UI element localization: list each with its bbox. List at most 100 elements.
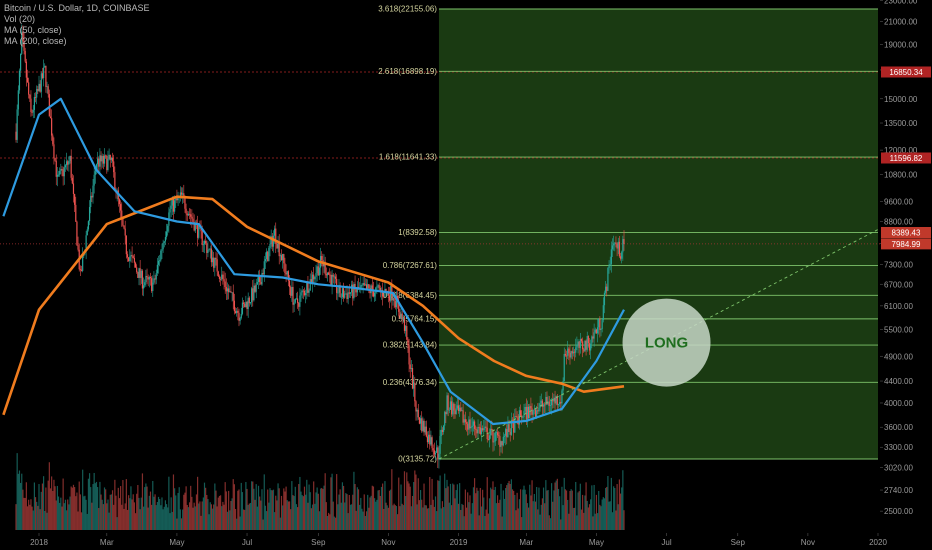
candle-body (354, 283, 356, 290)
fibonacci-extension: 3.618(22155.06) 2.618(16898.19) 1.618(1164… (0, 5, 880, 464)
candle-body (547, 401, 549, 405)
volume-bar (115, 495, 117, 530)
candle-body (21, 31, 23, 54)
volume-bar (142, 506, 145, 530)
candle-body (310, 279, 312, 284)
candle-body (302, 290, 304, 292)
volume-bar (387, 507, 389, 530)
volume-bar (534, 501, 537, 530)
volume-bar (378, 490, 380, 530)
candle-body (564, 353, 566, 356)
volume-bar (557, 488, 560, 530)
volume-bar (395, 506, 398, 530)
volume-bar (180, 518, 183, 530)
candle-body (403, 317, 406, 331)
volume-bar (48, 462, 50, 530)
candle-body (382, 290, 384, 297)
volume-bar (419, 490, 422, 530)
candle-body (44, 65, 46, 68)
volume-bar (517, 508, 519, 530)
volume-bar (613, 486, 615, 530)
candle-body (105, 155, 107, 157)
volume-bar (462, 504, 464, 530)
candle-body (268, 247, 270, 262)
candle-body (142, 285, 145, 289)
volume-bar (170, 497, 172, 530)
candle-body (590, 343, 592, 351)
volume-bar (161, 497, 163, 530)
candle-body (282, 254, 284, 261)
candle-body (161, 249, 163, 251)
volume-bar (464, 489, 466, 530)
volume-bar (421, 499, 423, 530)
volume-bar (165, 504, 168, 530)
volume-bar (418, 500, 421, 530)
volume-bar (136, 493, 138, 530)
volume-bar (356, 487, 358, 530)
candle-body (379, 288, 381, 292)
candle-body (560, 401, 562, 404)
volume-bar (360, 497, 362, 530)
candle-body (453, 403, 455, 411)
candle-body (565, 355, 568, 357)
volume-bar (571, 490, 573, 530)
volume-bar (385, 502, 387, 530)
candle-body (211, 257, 214, 263)
volume-bar (84, 495, 86, 530)
candle-body (93, 174, 95, 186)
candle-body (502, 436, 504, 446)
candle-body (162, 242, 164, 250)
candle-body (29, 94, 31, 99)
candle-body (616, 243, 618, 249)
volume-bar (76, 492, 78, 530)
candle-body (38, 83, 40, 91)
candle-body (91, 195, 93, 198)
volume-bar (337, 504, 339, 530)
volume-bar (240, 482, 242, 530)
volume-bar (195, 494, 198, 530)
volume-bar (87, 478, 90, 530)
volume-bar (607, 476, 609, 530)
candle-body (194, 222, 196, 231)
candle-body (519, 410, 522, 416)
candle-body (511, 419, 514, 421)
volume-bar (321, 487, 323, 530)
candle-body (18, 70, 21, 91)
candle-body (340, 296, 342, 298)
volume-bar (324, 473, 326, 530)
volume-bar (505, 488, 507, 530)
candle-body (260, 281, 262, 285)
volume-bar (223, 504, 225, 530)
candle-body (255, 284, 257, 292)
volume-bar (348, 494, 350, 530)
candle-body (77, 245, 79, 250)
fib-level-label-0: 3.618(22155.06) (378, 5, 437, 14)
candle-body (570, 351, 572, 358)
candle-body (147, 277, 149, 280)
candle-body (192, 218, 194, 222)
volume-bar (302, 496, 304, 530)
candle-body (578, 341, 580, 348)
volume-bar (351, 504, 353, 530)
candle-body (299, 295, 301, 307)
candle-body (188, 213, 191, 215)
volume-bar (233, 484, 235, 530)
candle-body (338, 285, 340, 293)
candle-body (40, 73, 42, 92)
volume-bar (193, 502, 195, 530)
candle-body (476, 429, 478, 434)
volume-bar (531, 480, 533, 530)
volume-bar (455, 490, 457, 530)
volume-bar (274, 512, 276, 530)
candle-body (20, 53, 22, 71)
volume-bar (575, 481, 577, 530)
volume-bar (97, 487, 99, 530)
volume-bar (430, 504, 432, 530)
volume-bar (433, 506, 435, 530)
fib-level-label-9: 0(3135.72) (398, 455, 437, 464)
candle-body (563, 353, 565, 382)
volume-bar (580, 509, 583, 530)
volume-bar (615, 510, 617, 530)
candle-body (421, 418, 423, 431)
